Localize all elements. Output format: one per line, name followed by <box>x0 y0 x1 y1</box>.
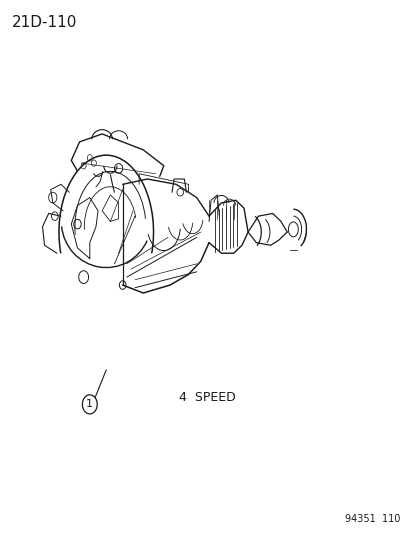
Text: 4  SPEED: 4 SPEED <box>178 391 235 404</box>
Text: 1: 1 <box>86 399 93 409</box>
Text: 94351  110: 94351 110 <box>344 514 399 523</box>
Text: 21D-110: 21D-110 <box>12 14 77 30</box>
